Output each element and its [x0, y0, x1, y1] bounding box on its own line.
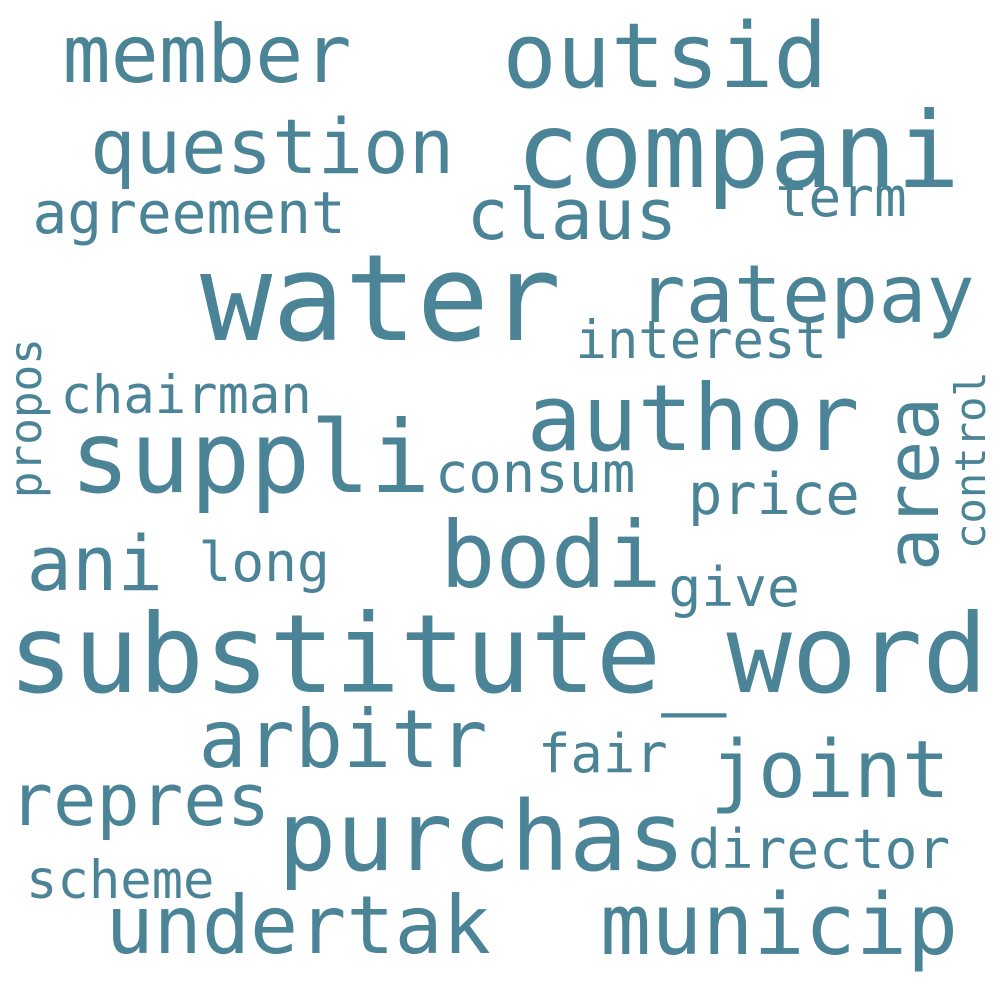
- word-suppli: suppli: [70, 399, 431, 516]
- word-interest: interest: [575, 311, 827, 371]
- word-long: long: [198, 530, 330, 594]
- word-outsid: outsid: [502, 4, 828, 109]
- word-agreement: agreement: [32, 179, 346, 247]
- word-substitute-word: substitute_word: [8, 591, 988, 718]
- word-ani: ani: [26, 520, 164, 608]
- word-claus: claus: [466, 174, 678, 256]
- word-bodi: bodi: [440, 502, 662, 609]
- word-municip: municip: [600, 875, 959, 975]
- word-arbitr: arbitr: [198, 693, 488, 786]
- word-control: control: [945, 371, 995, 549]
- word-scheme: scheme: [26, 851, 215, 911]
- word-director: director: [688, 817, 951, 881]
- word-consum: consum: [435, 441, 636, 506]
- word-undertak: undertak: [105, 879, 491, 972]
- word-fair: fair: [538, 722, 668, 785]
- word-author: author: [526, 364, 860, 472]
- word-member: member: [62, 8, 352, 101]
- word-term: term: [775, 165, 907, 229]
- word-water: water: [200, 230, 562, 369]
- word-joint: joint: [710, 723, 950, 816]
- word-repres: repres: [9, 759, 271, 843]
- word-give: give: [668, 555, 800, 619]
- word-ratepay: ratepay: [637, 248, 975, 341]
- word-area: area: [871, 397, 956, 571]
- word-propos: propos: [0, 338, 52, 499]
- word-purchas: purchas: [278, 779, 686, 893]
- word-question: question: [90, 103, 455, 191]
- word-chairman: chairman: [60, 366, 312, 426]
- word-compani: compani: [516, 88, 960, 212]
- word-price: price: [688, 461, 860, 528]
